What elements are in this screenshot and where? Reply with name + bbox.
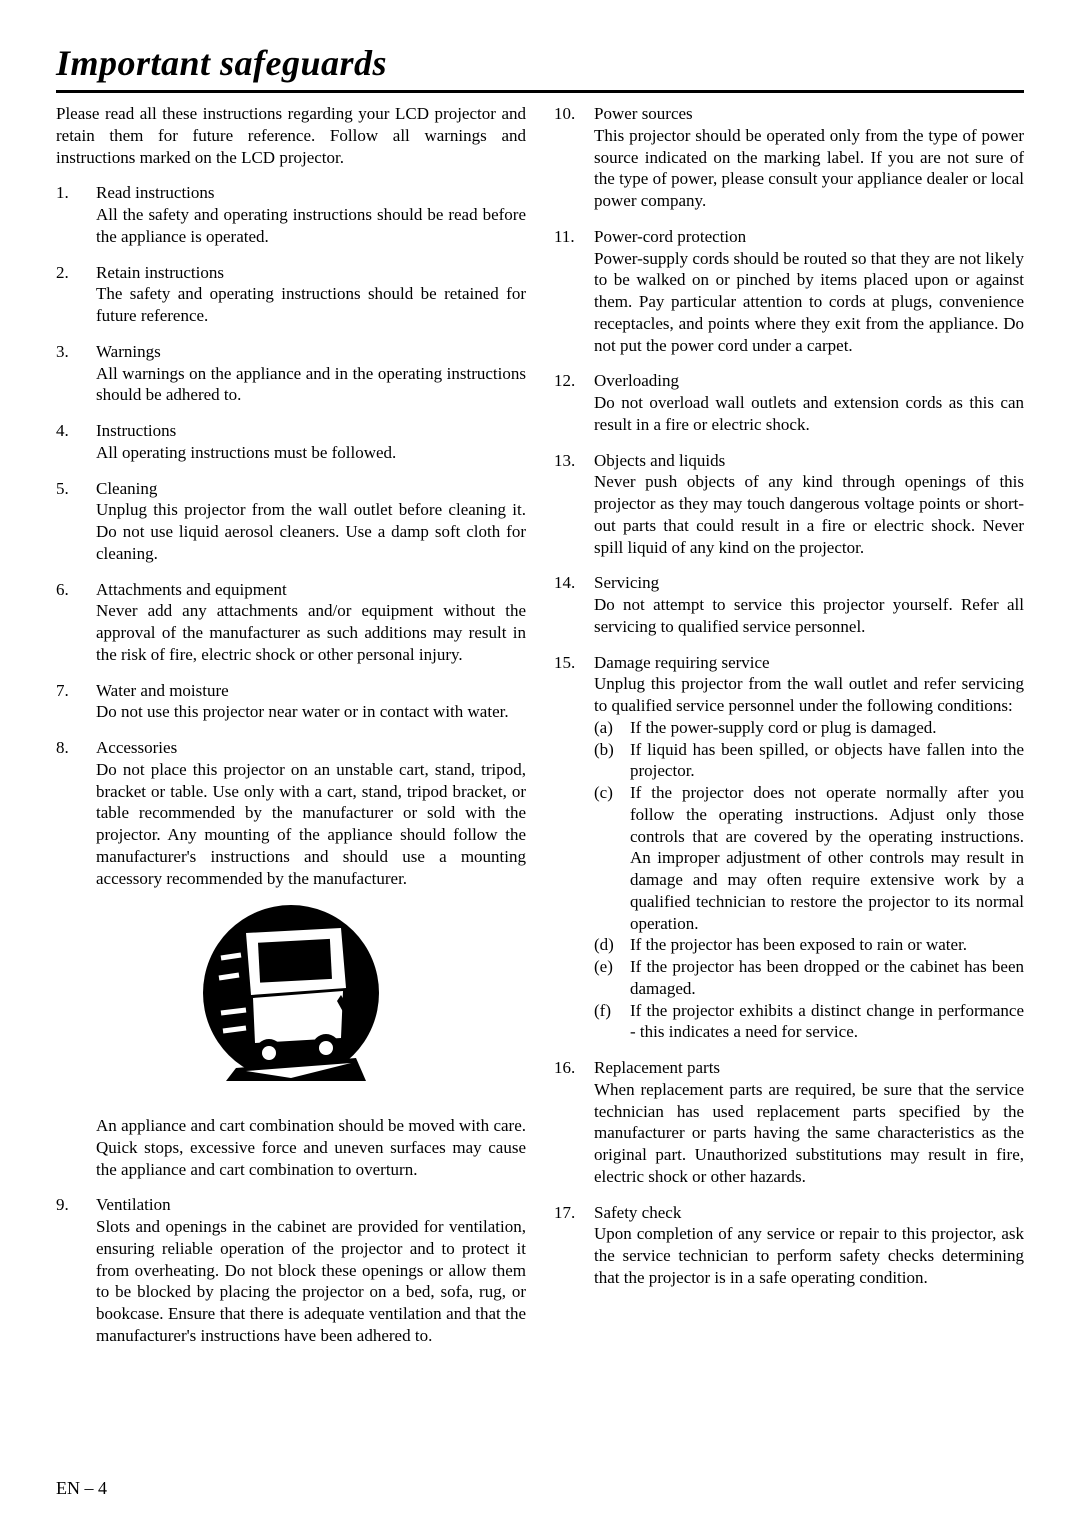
cart-warning-icon (56, 903, 526, 1099)
list-item: 1.Read instructions All the safety and op… (56, 182, 526, 247)
item-number: 15. (554, 652, 594, 1044)
sub-item: (e)If the projector has been dropped or … (594, 956, 1024, 1000)
right-column: 10.Power sources This projector should be… (554, 103, 1024, 1361)
list-item: 8.Accessories Do not place this projector… (56, 737, 526, 889)
page-number: EN – 4 (56, 1477, 107, 1500)
list-item: 10.Power sources This projector should be… (554, 103, 1024, 212)
item-text: Never push objects of any kind through o… (594, 472, 1024, 556)
item-heading: Attachments and equipment (96, 580, 287, 599)
sub-letter: (d) (594, 934, 630, 956)
list-item-15: 15. Damage requiring service Unplug this… (554, 652, 1024, 1044)
list-item: 2.Retain instructions The safety and oper… (56, 262, 526, 327)
sub-text: If the projector exhibits a distinct cha… (630, 1000, 1024, 1044)
sub-item: (a)If the power-supply cord or plug is d… (594, 717, 1024, 739)
sub-text: If the projector has been exposed to rai… (630, 934, 1024, 956)
sub-text: If the power-supply cord or plug is dama… (630, 717, 1024, 739)
sub-item: (c)If the projector does not operate nor… (594, 782, 1024, 934)
item-text: Slots and openings in the cabinet are pr… (96, 1217, 526, 1345)
content-columns: Please read all these instructions regar… (56, 103, 1024, 1361)
item-heading: Power-cord protection (594, 227, 746, 246)
list-item: 13.Objects and liquids Never push objects… (554, 450, 1024, 559)
list-item: 11.Power-cord protection Power-supply cor… (554, 226, 1024, 357)
item-heading: Overloading (594, 371, 679, 390)
list-item: 17.Safety check Upon completion of any se… (554, 1202, 1024, 1289)
sub-text: If the projector has been dropped or the… (630, 956, 1024, 1000)
left-column: Please read all these instructions regar… (56, 103, 526, 1361)
item-number: 11. (554, 226, 594, 357)
item-text: All the safety and operating instruction… (96, 205, 526, 246)
item-text: Upon completion of any service or repair… (594, 1224, 1024, 1287)
item-text: The safety and operating instructions sh… (96, 284, 526, 325)
item-heading: Accessories (96, 738, 177, 757)
sub-letter: (b) (594, 739, 630, 783)
item-number: 6. (56, 579, 96, 666)
item-heading: Safety check (594, 1203, 681, 1222)
item-number: 2. (56, 262, 96, 327)
item-text: Do not attempt to service this projector… (594, 595, 1024, 636)
item-number: 3. (56, 341, 96, 406)
item-number: 1. (56, 182, 96, 247)
item-heading: Instructions (96, 421, 176, 440)
item-heading: Servicing (594, 573, 659, 592)
item-text: Never add any attachments and/or equipme… (96, 601, 526, 664)
item-number: 13. (554, 450, 594, 559)
page-title: Important safeguards (56, 40, 1024, 93)
item-number: 8. (56, 737, 96, 889)
item-number: 14. (554, 572, 594, 637)
item-text: When replacement parts are required, be … (594, 1080, 1024, 1186)
item-text: Power-supply cords should be routed so t… (594, 249, 1024, 355)
item-number: 5. (56, 478, 96, 565)
list-item: 16.Replacement parts When replacement par… (554, 1057, 1024, 1188)
list-item: 5.Cleaning Unplug this projector from the… (56, 478, 526, 565)
item-number: 16. (554, 1057, 594, 1188)
sub-text: If the projector does not operate normal… (630, 782, 1024, 934)
list-item: 7.Water and moisture Do not use this proj… (56, 680, 526, 724)
item-text: Unplug this projector from the wall outl… (594, 674, 1024, 715)
item-number: 12. (554, 370, 594, 435)
item-8-continued: An appliance and cart combination should… (56, 1115, 526, 1180)
sub-letter: (f) (594, 1000, 630, 1044)
sub-item: (f)If the projector exhibits a distinct … (594, 1000, 1024, 1044)
item-heading: Damage requiring service (594, 653, 770, 672)
intro-text: Please read all these instructions regar… (56, 103, 526, 168)
item-number: 9. (56, 1194, 96, 1346)
sub-item: (d)If the projector has been exposed to … (594, 934, 1024, 956)
item-text: All operating instructions must be follo… (96, 443, 396, 462)
list-item: 4.Instructions All operating instructions… (56, 420, 526, 464)
item-number: 4. (56, 420, 96, 464)
item-text: This projector should be operated only f… (594, 126, 1024, 210)
list-item: 14.Servicing Do not attempt to service th… (554, 572, 1024, 637)
item-number: 17. (554, 1202, 594, 1289)
sub-letter: (e) (594, 956, 630, 1000)
list-item: 12.Overloading Do not overload wall outle… (554, 370, 1024, 435)
sub-letter: (c) (594, 782, 630, 934)
sub-letter: (a) (594, 717, 630, 739)
item-heading: Cleaning (96, 479, 157, 498)
item-heading: Replacement parts (594, 1058, 720, 1077)
item-heading: Warnings (96, 342, 161, 361)
item-text: Do not place this projector on an unstab… (96, 760, 526, 888)
list-item: 6.Attachments and equipment Never add any… (56, 579, 526, 666)
item-heading: Power sources (594, 104, 693, 123)
item-text: Do not use this projector near water or … (96, 702, 509, 721)
item-text: All warnings on the appliance and in the… (96, 364, 526, 405)
sub-text: If liquid has been spilled, or objects h… (630, 739, 1024, 783)
item-heading: Objects and liquids (594, 451, 725, 470)
item-text: Unplug this projector from the wall outl… (96, 500, 526, 563)
item-number: 10. (554, 103, 594, 212)
list-item: 3.Warnings All warnings on the appliance … (56, 341, 526, 406)
item-text: Do not overload wall outlets and extensi… (594, 393, 1024, 434)
item-heading: Retain instructions (96, 263, 224, 282)
item-heading: Water and moisture (96, 681, 229, 700)
list-item: 9. Ventilation Slots and openings in the… (56, 1194, 526, 1346)
item-heading: Ventilation (96, 1195, 171, 1214)
item-heading: Read instructions (96, 183, 215, 202)
item-number: 7. (56, 680, 96, 724)
sub-item: (b)If liquid has been spilled, or object… (594, 739, 1024, 783)
